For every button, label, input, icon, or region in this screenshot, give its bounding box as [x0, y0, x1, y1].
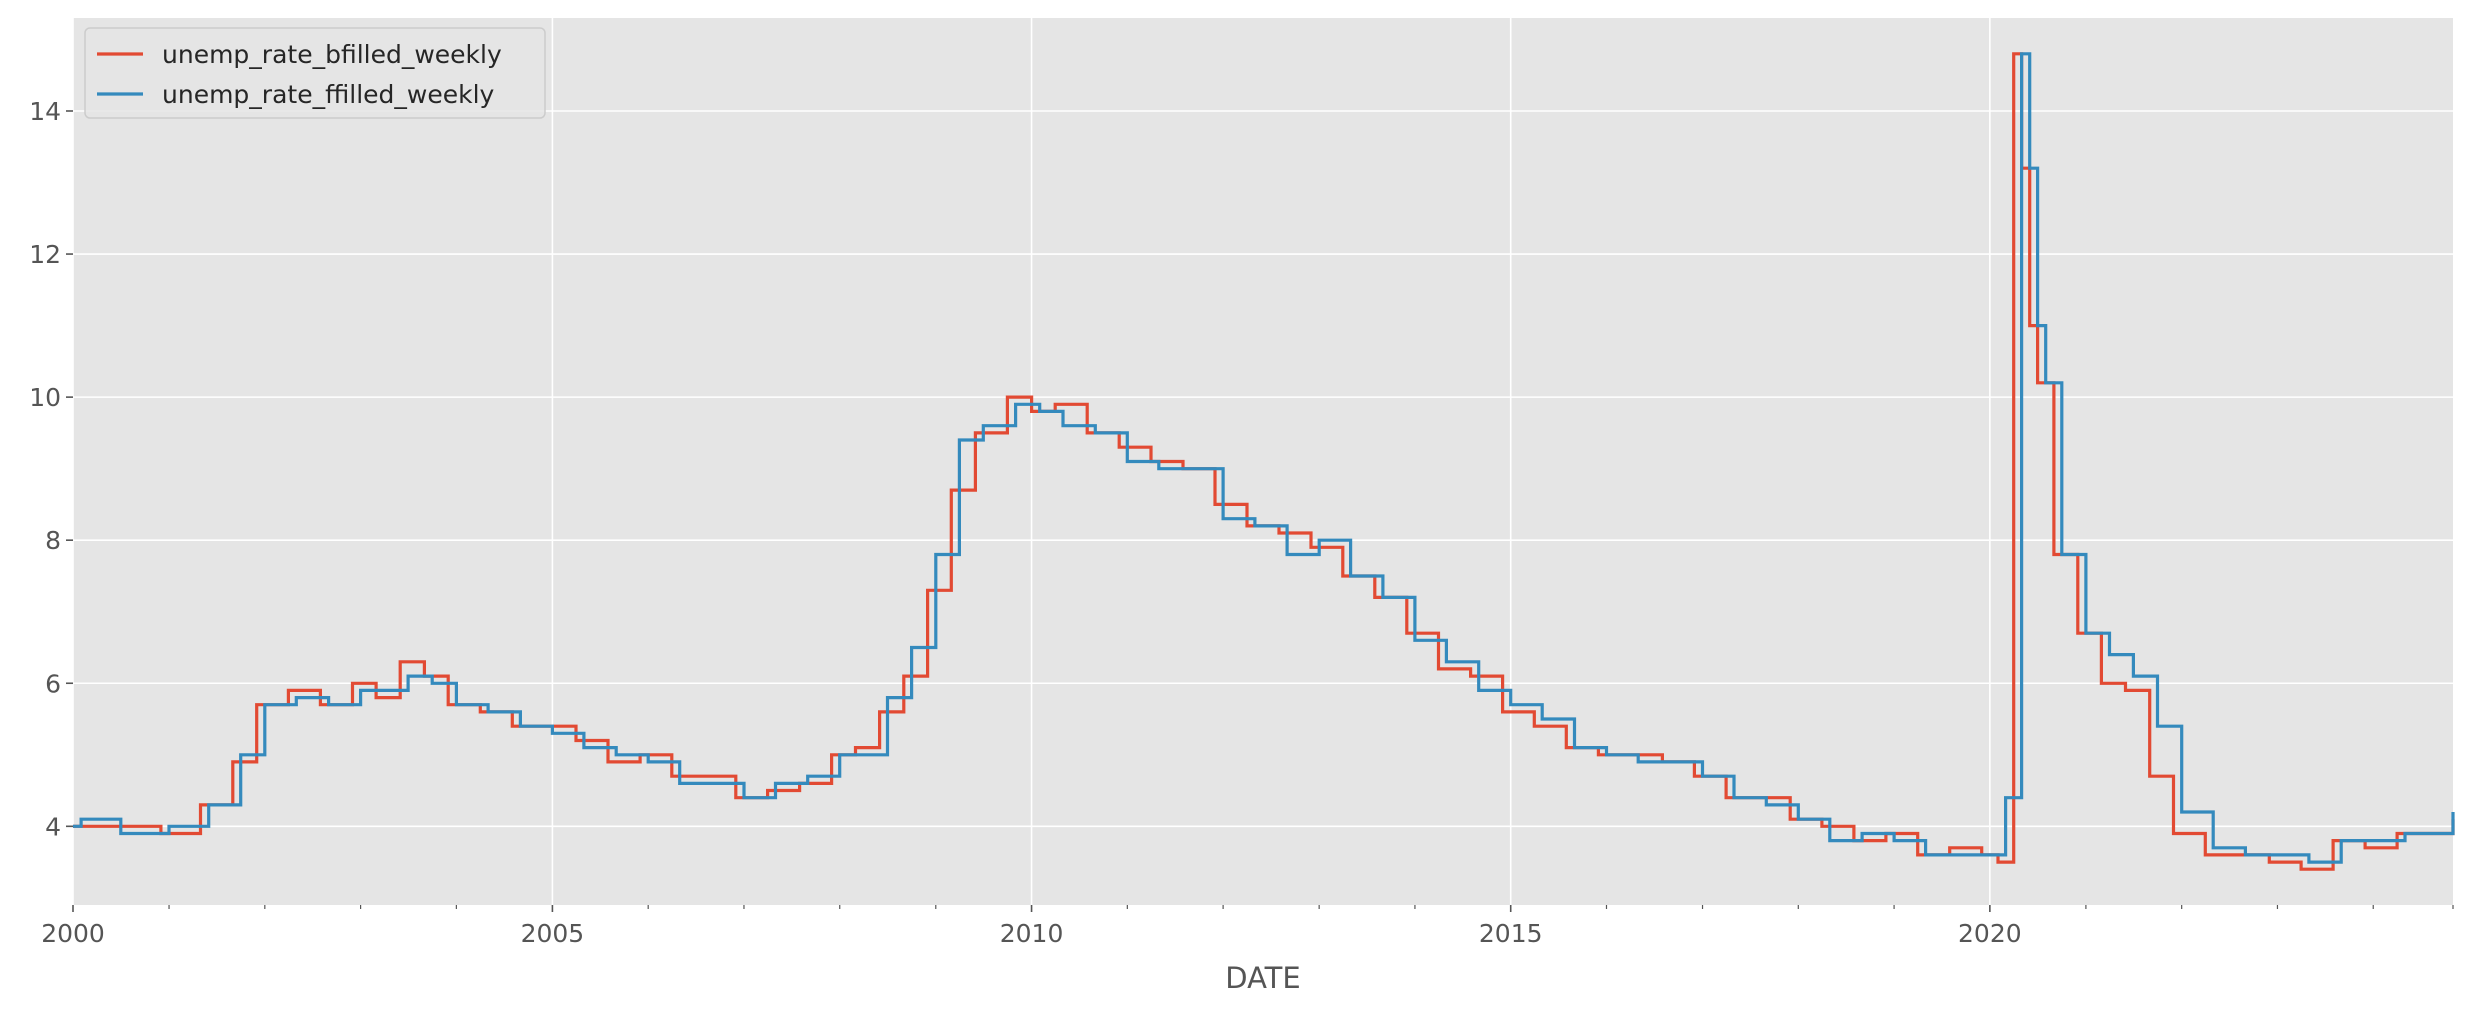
y-tick-label: 12 — [29, 240, 61, 269]
x-axis-title: DATE — [1225, 961, 1300, 995]
y-tick-label: 8 — [45, 526, 61, 555]
series-line-2 — [73, 52, 2455, 864]
y-tick-label: 4 — [45, 812, 61, 841]
y-tick-label: 10 — [29, 383, 61, 412]
x-tick-label: 2005 — [521, 919, 585, 948]
plot-area — [73, 18, 2453, 905]
legend-label: unemp_rate_bfilled_weekly — [162, 40, 502, 69]
legend-box — [84, 27, 546, 119]
x-tick-label: 2015 — [1479, 919, 1543, 948]
x-tick-label: 2000 — [41, 919, 105, 948]
axis-ticks: 2000 2005 2010 2015 2020 4 6 8 10 12 14 — [29, 97, 2454, 948]
legend-label: unemp_rate_ffilled_weekly — [162, 80, 495, 109]
y-tick-label: 6 — [45, 669, 61, 698]
series-lines — [73, 52, 2455, 871]
x-tick-label: 2010 — [1000, 919, 1064, 948]
y-tick-label: 14 — [29, 97, 61, 126]
legend: unemp_rate_bfilled_weekly unemp_rate_ffil… — [84, 27, 546, 119]
x-tick-label: 2020 — [1958, 919, 2022, 948]
